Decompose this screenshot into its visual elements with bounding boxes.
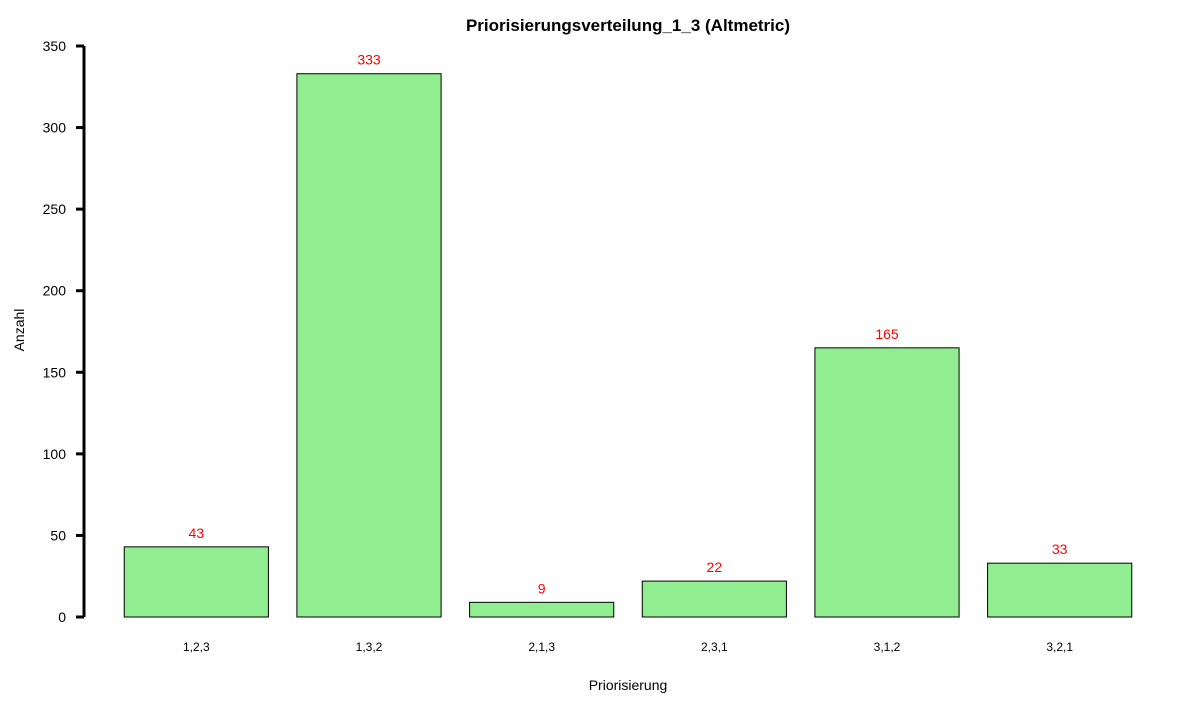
x-axis-title: Priorisierung <box>589 677 668 693</box>
bar <box>814 347 960 618</box>
x-tick-label: 1,2,3 <box>183 640 210 654</box>
data-label: 43 <box>189 525 205 541</box>
bar <box>296 73 442 618</box>
x-tick-labels-group: 1,2,3 1,3,2 2,1,3 2,3,1 3,1,2 3,2,1 <box>183 640 1073 654</box>
y-tick-label: 200 <box>43 283 67 299</box>
data-labels-group: 43 333 9 22 165 33 <box>189 52 1068 597</box>
x-tick-label: 1,3,2 <box>356 640 383 654</box>
x-tick-label: 3,2,1 <box>1046 640 1073 654</box>
y-axis: 0 50 100 150 200 250 300 350 <box>43 38 86 625</box>
bar <box>123 546 269 618</box>
chart-title: Priorisierungsverteilung_1_3 (Altmetric) <box>466 16 790 35</box>
data-label: 22 <box>707 559 723 575</box>
y-tick-label: 100 <box>43 446 67 462</box>
data-label: 333 <box>357 52 381 68</box>
data-label: 9 <box>538 580 546 596</box>
bars-group <box>123 73 1133 618</box>
x-tick-label: 3,1,2 <box>874 640 901 654</box>
data-label: 33 <box>1052 541 1068 557</box>
bar <box>641 580 787 618</box>
y-tick-label: 250 <box>43 201 67 217</box>
y-tick-label: 350 <box>43 38 67 54</box>
y-tick-label: 150 <box>43 364 67 380</box>
x-tick-label: 2,1,3 <box>528 640 555 654</box>
bar <box>987 562 1133 618</box>
y-tick-label: 0 <box>58 609 66 625</box>
y-tick-label: 50 <box>50 527 66 543</box>
y-axis-title: Anzahl <box>11 309 27 352</box>
x-tick-label: 2,3,1 <box>701 640 728 654</box>
data-label: 165 <box>875 326 899 342</box>
y-tick-label: 300 <box>43 120 67 136</box>
bar <box>469 601 615 618</box>
